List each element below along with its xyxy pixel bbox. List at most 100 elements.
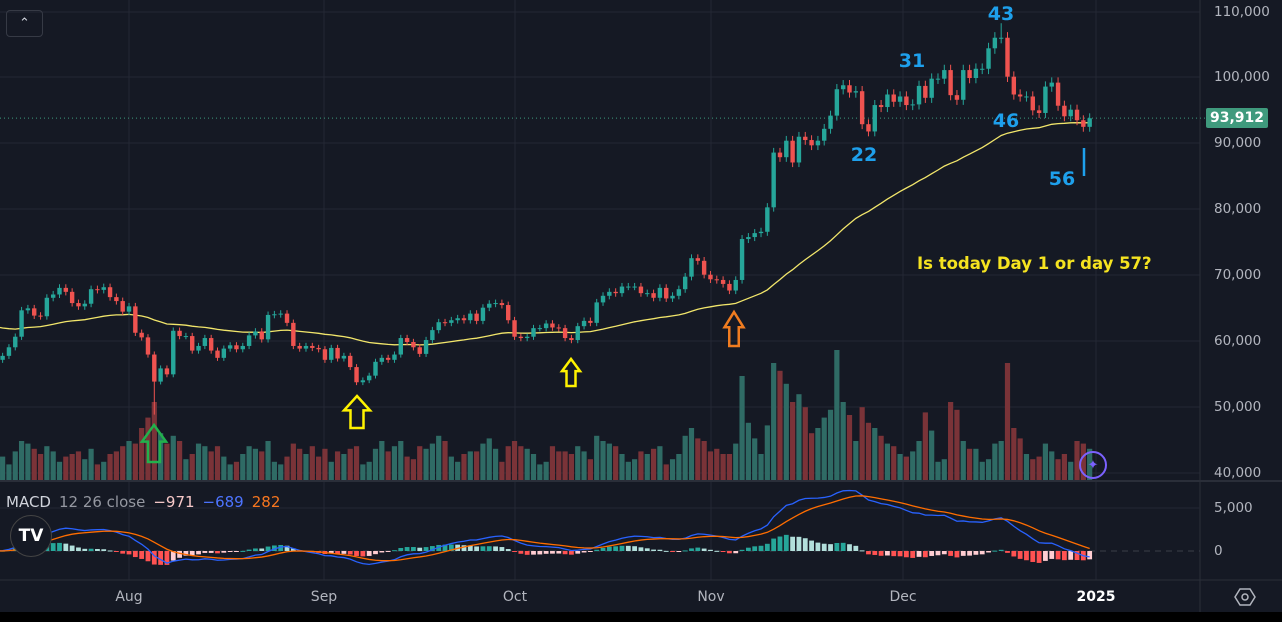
- candle: [506, 305, 511, 321]
- candle: [417, 347, 422, 354]
- macd-histogram-bar: [758, 545, 764, 551]
- macd-histogram-bar: [644, 548, 650, 551]
- volume-bar: [227, 464, 233, 480]
- candle: [379, 357, 385, 362]
- macd-histogram-bar: [278, 544, 284, 551]
- candle: [948, 70, 953, 96]
- candle: [284, 313, 290, 323]
- x-tick: Nov: [697, 589, 725, 605]
- macd-histogram-bar: [847, 544, 852, 551]
- sparkle-icon[interactable]: ✦: [1079, 451, 1107, 479]
- volume-bar: [101, 461, 107, 480]
- y-tick: 50,000: [1214, 399, 1262, 415]
- macd-histogram-bar: [170, 551, 176, 561]
- macd-histogram-bar: [897, 551, 903, 557]
- macd-histogram-bar: [69, 545, 75, 551]
- candle: [133, 306, 138, 333]
- volume-bar: [151, 402, 157, 480]
- macd-histogram-bar: [752, 546, 758, 551]
- candle: [1062, 105, 1067, 117]
- candle: [259, 331, 264, 340]
- candle: [872, 105, 877, 132]
- candle: [322, 349, 328, 360]
- volume-bar: [1068, 461, 1074, 480]
- volume-bar: [347, 448, 353, 480]
- macd-histogram-bar: [783, 534, 789, 551]
- volume-bar: [303, 454, 309, 480]
- volume-bar: [271, 461, 277, 480]
- volume-bar: [290, 443, 296, 480]
- volume-bar: [625, 461, 631, 480]
- volume-bar: [575, 446, 581, 480]
- volume-bar: [322, 448, 328, 480]
- macd-histogram-value: −971: [153, 493, 195, 511]
- x-tick: Dec: [889, 589, 917, 605]
- macd-histogram-bar: [373, 551, 378, 555]
- volume-bar: [461, 454, 467, 480]
- macd-histogram-bar: [234, 551, 239, 552]
- volume-bar: [436, 435, 442, 480]
- candle: [1043, 86, 1048, 113]
- volume-bar: [69, 454, 75, 480]
- candle: [366, 375, 372, 381]
- volume-bar: [669, 459, 676, 480]
- candle: [537, 328, 543, 330]
- macd-histogram-bar: [714, 550, 720, 552]
- macd-histogram-bar: [354, 551, 359, 556]
- candle: [664, 287, 669, 299]
- up-arrow-icon: [139, 422, 169, 464]
- macd-histogram-bar: [145, 551, 151, 562]
- day-count-label: 43: [987, 3, 1015, 25]
- volume-bar: [233, 461, 240, 480]
- volume-bar: [916, 441, 922, 480]
- macd-histogram-bar: [1074, 551, 1080, 561]
- candle: [398, 338, 403, 355]
- candle: [480, 307, 486, 321]
- candle: [76, 303, 81, 307]
- macd-histogram-bar: [1068, 551, 1074, 560]
- candle: [885, 94, 890, 108]
- macd-histogram-bar: [158, 551, 164, 565]
- macd-histogram-bar: [834, 543, 840, 551]
- candle: [240, 345, 245, 350]
- macd-histogram-bar: [177, 551, 182, 558]
- candle: [303, 345, 309, 349]
- volume-bar: [840, 402, 846, 480]
- tradingview-logo[interactable]: TV: [10, 515, 52, 557]
- settings-icon[interactable]: [1234, 588, 1256, 606]
- candle: [727, 283, 732, 291]
- volume-bar: [1042, 443, 1049, 480]
- candle: [1030, 96, 1035, 111]
- moving-average-line: [0, 122, 1090, 346]
- macd-histogram-bar: [594, 549, 600, 551]
- volume-bar: [985, 459, 992, 480]
- candle: [638, 286, 644, 294]
- volume-bar: [341, 454, 347, 480]
- volume-bar: [240, 454, 246, 480]
- volume-bar: [935, 461, 941, 480]
- candle: [676, 289, 682, 296]
- candle: [32, 308, 37, 316]
- candle: [986, 48, 991, 69]
- candle: [708, 274, 713, 280]
- y-tick: 80,000: [1214, 201, 1262, 217]
- volume-bar: [695, 438, 701, 480]
- candle: [518, 336, 524, 339]
- macd-y-tick: 5,000: [1214, 500, 1253, 516]
- macd-histogram-bar: [448, 544, 454, 551]
- macd-histogram-bar: [183, 551, 189, 556]
- candle: [227, 345, 233, 349]
- collapse-button[interactable]: ⌃: [6, 10, 43, 37]
- candle: [973, 68, 979, 78]
- volume-bar: [714, 448, 720, 480]
- volume-bar: [846, 415, 853, 480]
- volume-bar: [0, 456, 6, 480]
- candle: [803, 136, 808, 141]
- macd-histogram-bar: [196, 551, 201, 555]
- macd-histogram-bar: [411, 547, 416, 551]
- macd-histogram-bar: [113, 551, 119, 552]
- up-arrow-icon: [722, 309, 746, 348]
- candle: [82, 303, 87, 307]
- volume-bar: [796, 394, 802, 480]
